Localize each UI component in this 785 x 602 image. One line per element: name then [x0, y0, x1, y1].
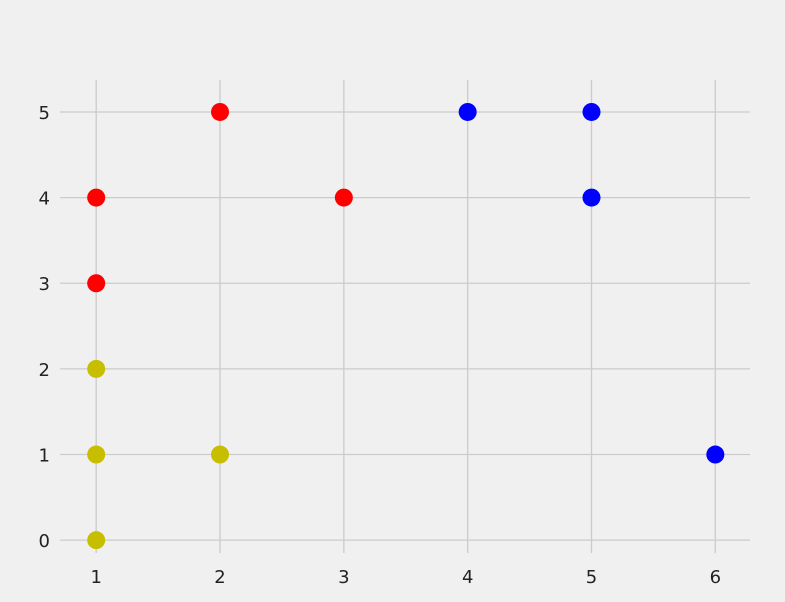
scatter-point: [87, 531, 106, 550]
y-tick-label: 1: [39, 446, 50, 467]
x-tick-label: 6: [710, 567, 721, 588]
y-tick-label: 2: [39, 360, 50, 381]
scatter-point: [87, 445, 106, 464]
y-tick-label: 3: [39, 274, 50, 295]
y-tick-label: 4: [39, 189, 50, 210]
scatter-point: [87, 359, 106, 378]
x-tick-label: 3: [338, 567, 349, 588]
scatter-point: [582, 188, 601, 207]
scatter-point: [211, 445, 230, 464]
y-tick-label: 5: [39, 103, 50, 124]
scatter-point: [87, 188, 106, 207]
scatter-point: [582, 102, 601, 121]
scatter-point: [87, 274, 106, 293]
x-tick-label: 4: [462, 567, 473, 588]
y-tick-label: 0: [39, 531, 50, 552]
scatter-point: [458, 102, 477, 121]
x-tick-label: 1: [90, 567, 101, 588]
data-points: [87, 102, 725, 550]
x-tick-label: 5: [586, 567, 597, 588]
scatter-point: [706, 445, 725, 464]
scatter-point: [211, 102, 230, 121]
scatter-point: [334, 188, 353, 207]
tick-labels: 1 2 3 4 5 6 0 1 2 3 4 5: [39, 103, 722, 588]
grid-lines: [60, 80, 750, 553]
x-tick-label: 2: [214, 567, 225, 588]
